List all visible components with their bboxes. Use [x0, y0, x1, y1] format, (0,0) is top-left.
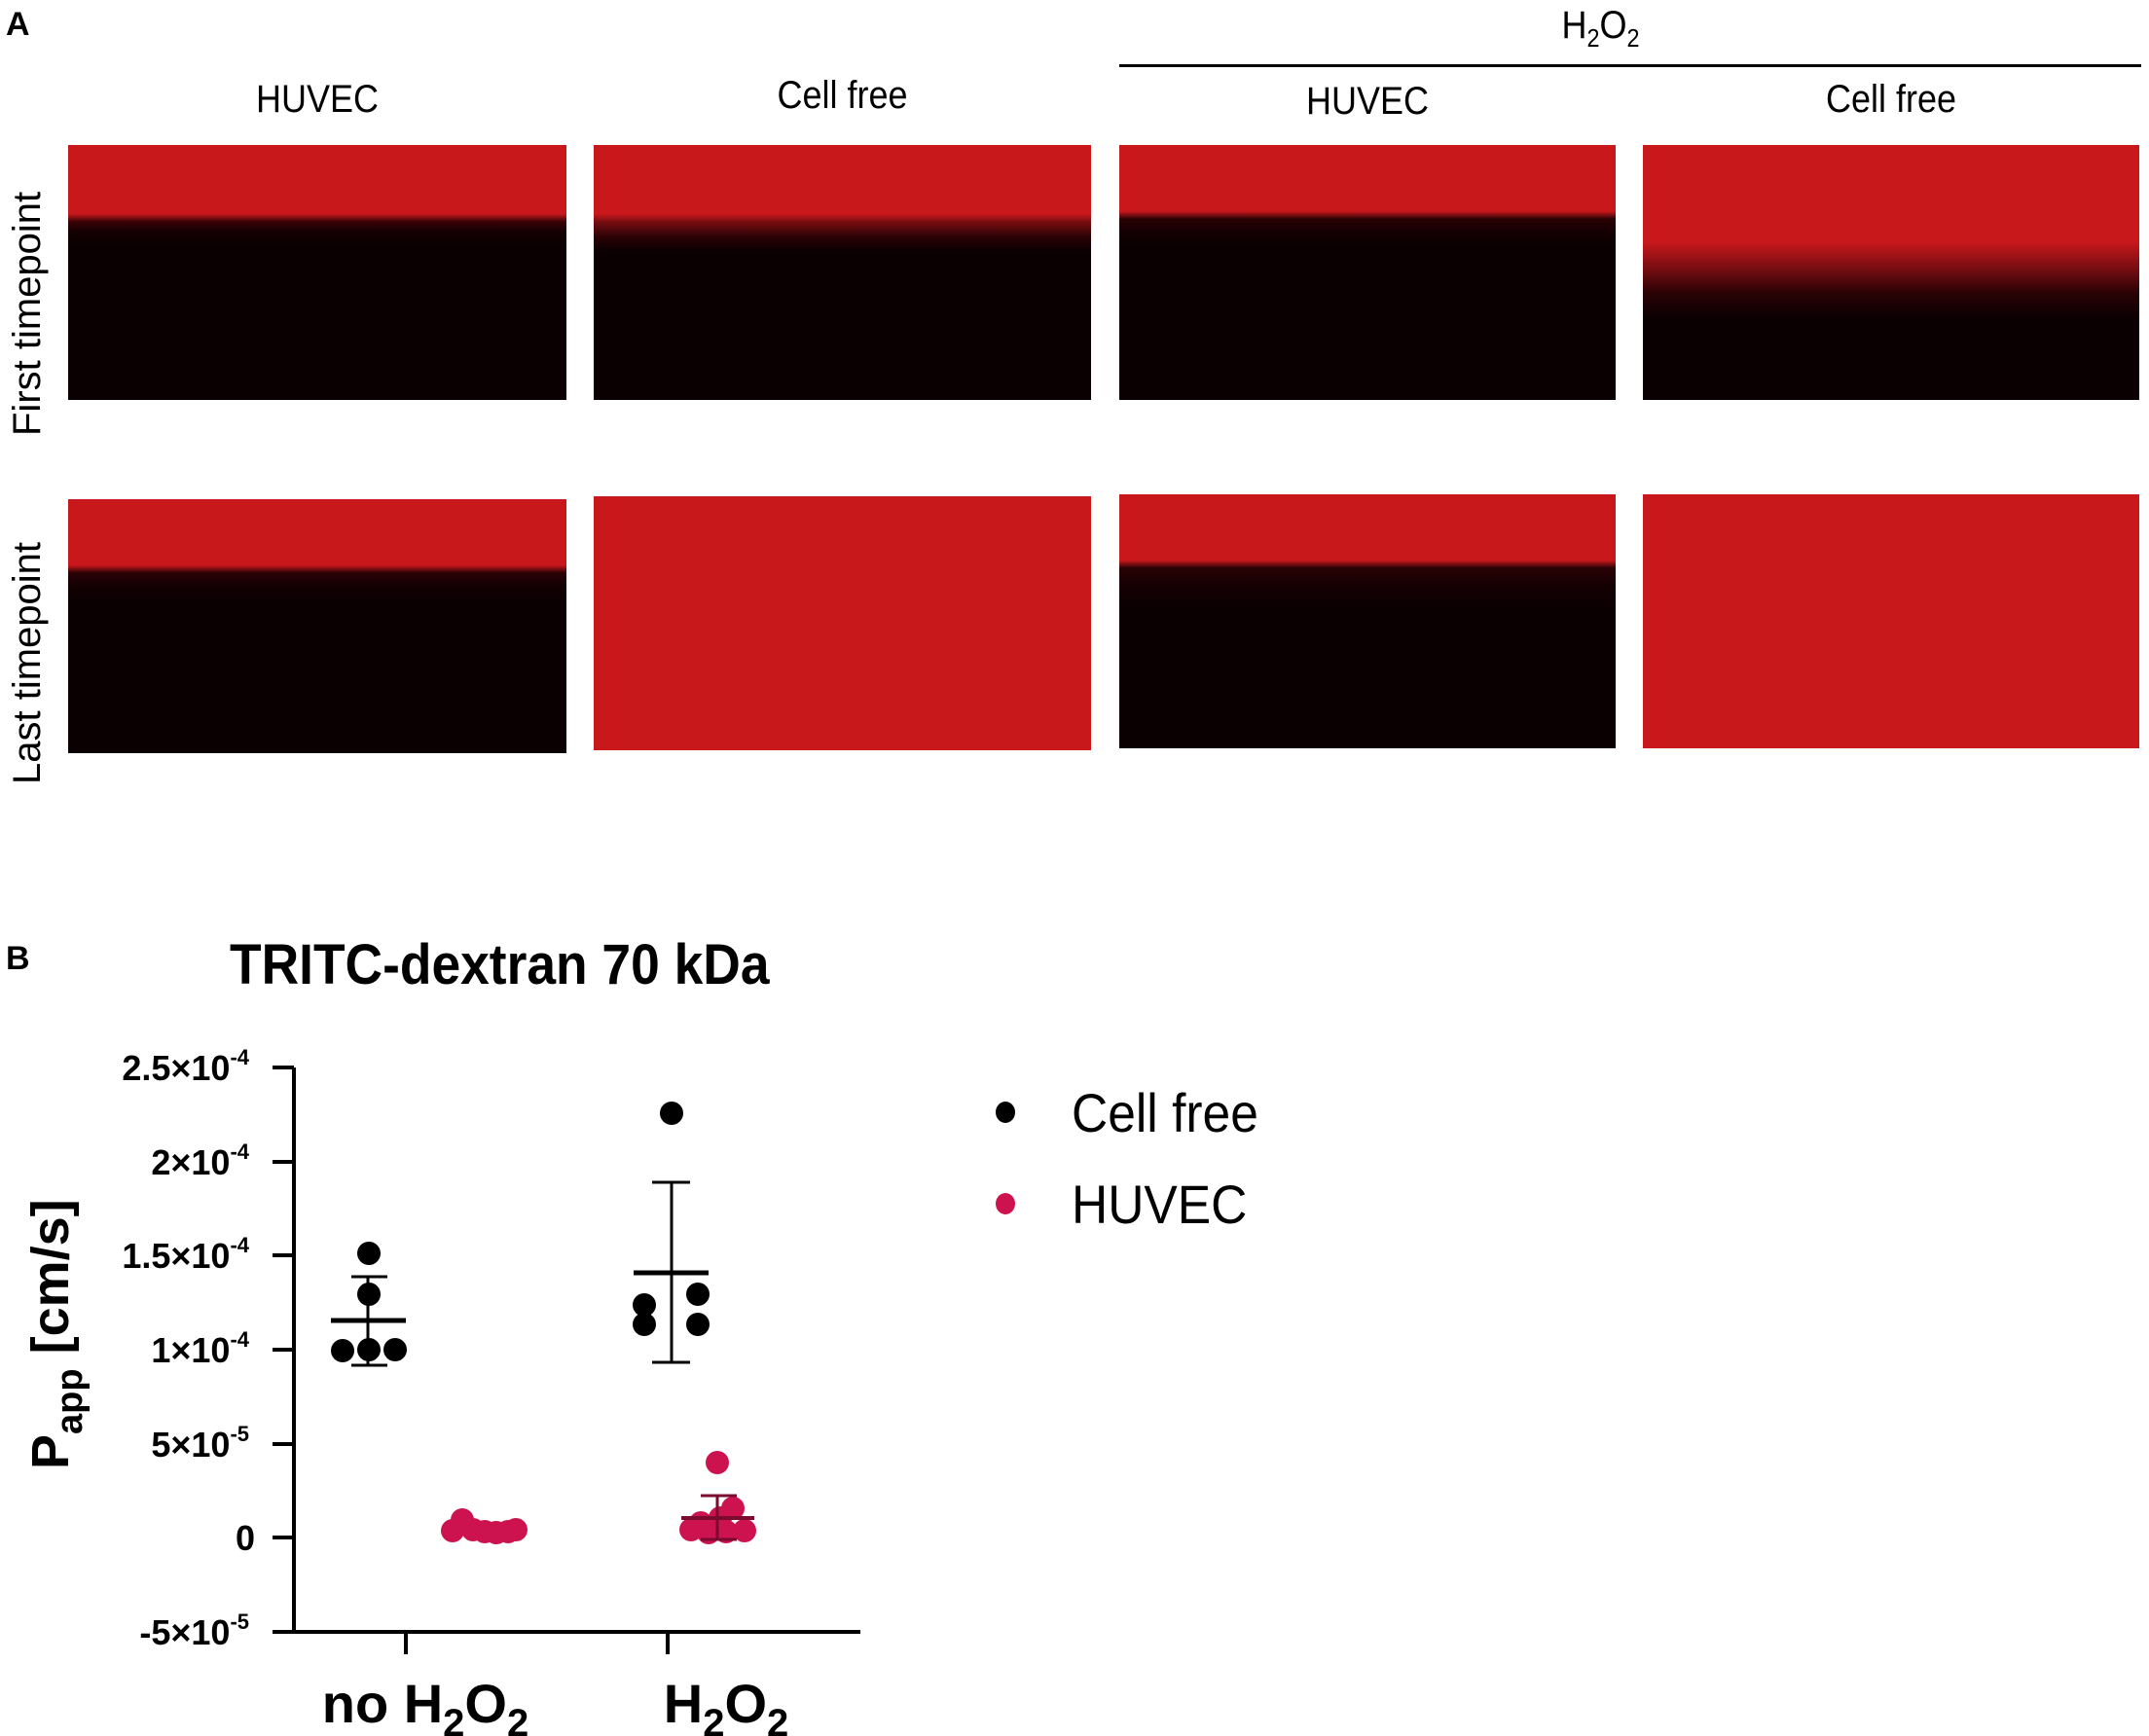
- svg-text:1.5×10-4: 1.5×10-4: [122, 1233, 249, 1276]
- svg-text:1×10-4: 1×10-4: [151, 1327, 249, 1370]
- col-header-h2o2-huvec: HUVEC: [1305, 80, 1430, 123]
- col-header-cell-free: Cell free: [777, 74, 908, 117]
- svg-text:0: 0: [236, 1518, 255, 1558]
- h2o2-group-header: H2O2: [1561, 4, 1639, 54]
- header-o: O: [1599, 4, 1627, 47]
- series-huvec-h2o2: [679, 1451, 756, 1544]
- y-ticks: [273, 1066, 294, 1634]
- image-first-huvec: [68, 145, 566, 400]
- legend-item-cell-free: Cell free: [983, 1081, 1275, 1143]
- svg-text:5×10-5: 5×10-5: [151, 1422, 249, 1465]
- image-last-huvec: [68, 499, 566, 753]
- image-first-h2o2-huvec: [1119, 145, 1616, 400]
- x-tick-labels: no H2O2 H2O2: [322, 1673, 789, 1736]
- header-sub2: 2: [1626, 23, 1640, 53]
- legend-dot-cell-free-icon: [996, 1102, 1015, 1123]
- svg-text:-5×10-5: -5×10-5: [139, 1609, 249, 1652]
- series-cell-free-no-h2o2: [331, 1242, 407, 1367]
- header-sub1: 2: [1586, 23, 1600, 53]
- legend-item-huvec: HUVEC: [983, 1173, 1275, 1235]
- panel-a-letter: A: [6, 6, 30, 43]
- legend-label-huvec: HUVEC: [1072, 1173, 1248, 1235]
- image-last-h2o2-huvec: [1119, 494, 1616, 748]
- image-last-h2o2-cell-free: [1643, 494, 2139, 748]
- y-axis-label: Papp [cm/s]: [21, 1199, 91, 1469]
- legend-label-cell-free: Cell free: [1072, 1081, 1258, 1143]
- series-cell-free-h2o2: [633, 1102, 710, 1364]
- image-first-h2o2-cell-free: [1643, 145, 2139, 400]
- image-first-cell-free: [594, 145, 1091, 400]
- panel-b-letter: B: [6, 940, 30, 977]
- svg-text:2.5×10-4: 2.5×10-4: [122, 1045, 249, 1088]
- series-huvec-no-h2o2: [441, 1508, 528, 1544]
- legend-dot-huvec-icon: [996, 1193, 1015, 1214]
- header-h: H: [1561, 4, 1587, 47]
- h2o2-group-line: [1119, 64, 2141, 67]
- svg-text:2×10-4: 2×10-4: [151, 1139, 249, 1182]
- x-ticks: [404, 1632, 670, 1654]
- svg-text:no H2O2: no H2O2: [322, 1673, 528, 1736]
- legend: Cell free HUVEC: [983, 1081, 1275, 1235]
- y-tick-labels: 2.5×10-4 2×10-4 1.5×10-4 1×10-4 5×10-5 0…: [122, 1045, 255, 1652]
- chart-title: TRITC-dextran 70 kDa: [230, 933, 770, 996]
- col-header-h2o2-cell-free: Cell free: [1825, 78, 1957, 121]
- svg-text:H2O2: H2O2: [664, 1673, 789, 1736]
- image-last-cell-free: [594, 496, 1091, 750]
- col-header-huvec: HUVEC: [255, 78, 380, 121]
- svg-text:Papp [cm/s]: Papp [cm/s]: [21, 1199, 91, 1469]
